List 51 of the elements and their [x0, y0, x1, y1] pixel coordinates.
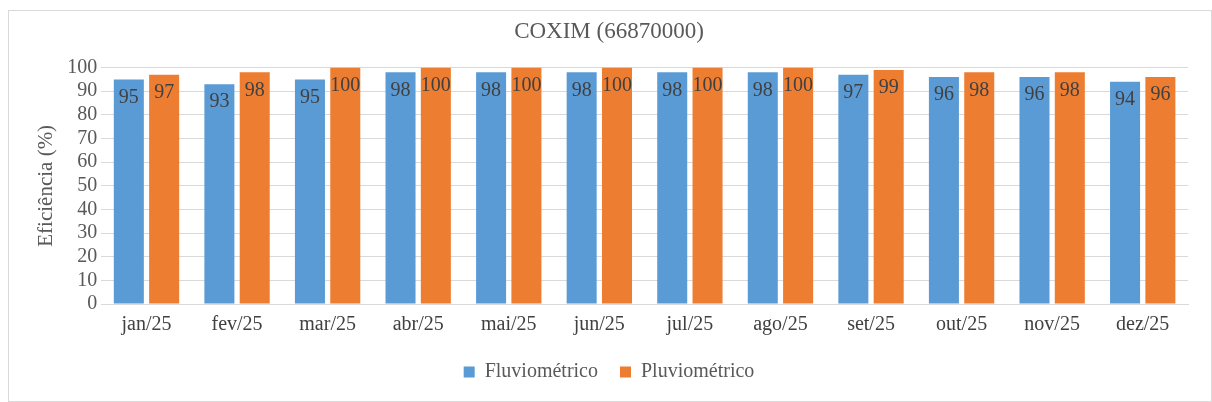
y-tick-label: 50 — [77, 173, 98, 196]
legend-label: Pluviométrico — [641, 359, 755, 382]
y-tick-label: 40 — [77, 196, 98, 219]
data-label: 98 — [1059, 77, 1080, 100]
data-label: 97 — [154, 79, 175, 102]
legend-label: Fluviométrico — [484, 359, 599, 382]
x-tick-label: dez/25 — [1116, 312, 1170, 335]
x-tick-label: out/25 — [936, 312, 988, 335]
y-tick-label: 60 — [77, 149, 98, 172]
y-tick-label: 90 — [77, 78, 98, 101]
data-label: 99 — [878, 75, 899, 98]
x-tick-label: jan/25 — [120, 312, 172, 336]
data-label: 95 — [118, 84, 139, 107]
x-tick-label: abr/25 — [392, 312, 444, 335]
x-tick-label: nov/25 — [1024, 312, 1080, 335]
data-label: 97 — [843, 79, 864, 102]
y-tick-label: 100 — [67, 54, 98, 77]
data-label: 96 — [1024, 82, 1045, 105]
data-label: 100 — [420, 72, 451, 95]
data-label: 100 — [601, 72, 632, 95]
data-label: 98 — [969, 77, 990, 100]
y-tick-label: 20 — [77, 243, 98, 266]
data-label: 94 — [1115, 87, 1136, 110]
data-label: 98 — [662, 77, 683, 100]
data-label: 98 — [752, 77, 773, 100]
data-label: 98 — [571, 77, 592, 100]
chart-title: COXIM (66870000) — [514, 17, 704, 43]
data-label: 96 — [1150, 82, 1171, 105]
x-tick-label: mar/25 — [299, 312, 356, 335]
x-tick-label: set/25 — [847, 312, 895, 335]
data-label: 96 — [933, 82, 954, 105]
data-label: 98 — [390, 77, 411, 100]
data-label: 93 — [209, 89, 230, 112]
x-tick-label: jun/25 — [572, 312, 625, 336]
data-label: 100 — [783, 72, 814, 95]
x-tick-label: mai/25 — [480, 312, 537, 335]
x-tick-label: ago/25 — [753, 312, 808, 336]
data-label: 100 — [511, 72, 542, 95]
y-tick-label: 10 — [77, 267, 98, 290]
data-label: 98 — [244, 77, 265, 100]
x-tick-label: jul/25 — [665, 312, 714, 336]
y-tick-label: 30 — [77, 220, 98, 243]
y-axis-title: Eficiência (%) — [33, 124, 58, 247]
data-label: 100 — [692, 72, 723, 95]
y-tick-label: 80 — [77, 102, 98, 125]
y-tick-label: 0 — [87, 291, 98, 314]
y-tick-label: 70 — [77, 125, 98, 148]
x-tick-label: fev/25 — [211, 312, 263, 335]
data-label: 95 — [299, 84, 320, 107]
data-label: 98 — [481, 77, 502, 100]
data-label: 100 — [330, 72, 361, 95]
